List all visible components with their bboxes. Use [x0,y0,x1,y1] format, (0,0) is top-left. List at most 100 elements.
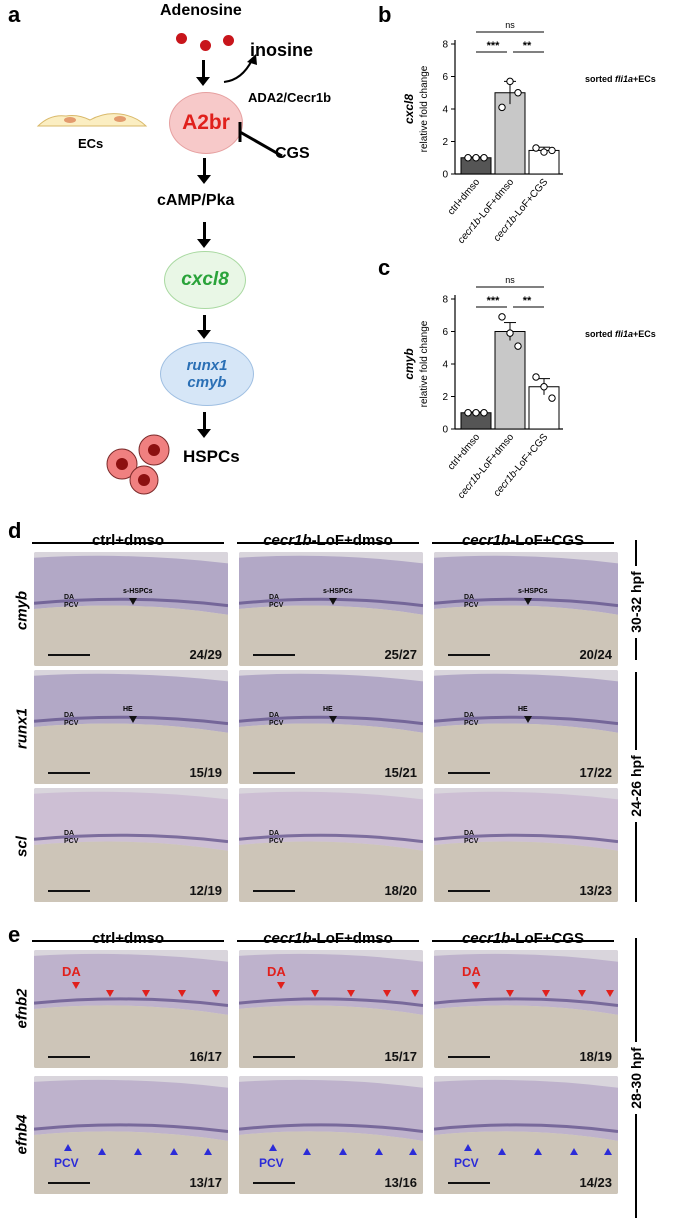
sig-2: ** [523,40,532,52]
vessel [239,997,423,1007]
curved-arrow-icon [223,54,257,83]
panel-label-d: d [8,518,22,543]
marker-label: HE [323,706,333,713]
arrow-2 [197,158,211,184]
y-tick-label: 2 [442,392,448,403]
column-header: cecr1b-LoF+CGS [428,532,618,549]
y-label: relative fold change [419,320,430,407]
y-label: relative fold change [419,65,430,152]
yolk [434,1131,618,1194]
cmyb-label: cmyb [187,374,227,391]
embryo-panel: PCV 13/16 [239,1076,423,1194]
row-label: scl [13,836,31,857]
marker-label: PCV [54,1156,79,1170]
embryo-count: 24/29 [189,647,222,662]
scale-bar [48,1056,90,1058]
scale-bar [448,1056,490,1058]
da-arrow [106,990,114,997]
da-arrow [506,990,514,997]
anat-da: DA [64,594,75,601]
gene-prefix: cecr1b [263,930,312,947]
scale-bar [48,1182,90,1184]
y-tick-label: 4 [442,360,448,371]
anat-da: DA [269,830,280,837]
embryo-count: 15/19 [189,765,222,780]
data-point [464,154,472,162]
header-rule [432,940,614,942]
data-point [506,329,514,337]
embryo-panel: PCV 14/23 [434,1076,618,1194]
marker-arrow [524,598,532,605]
yolk [434,841,618,902]
chart-note: sorted fli1a+ECs [585,74,656,84]
pcv-arrow [269,1144,277,1151]
vessel [34,833,228,844]
da-arrow [606,990,614,997]
da-arrow [72,982,80,989]
anat-pcv: PCV [464,720,479,727]
embryo-count: 17/22 [579,765,612,780]
data-point [472,409,480,417]
vessel [239,833,423,844]
adenosine-label: Adenosine [160,2,242,19]
anat-pcv: PCV [64,602,79,609]
pcv-arrow [464,1144,472,1151]
marker-label: PCV [454,1156,479,1170]
adenosine-dot-1 [176,33,187,44]
vessel [239,1123,423,1133]
header-rule [32,940,224,942]
category-label: ctrl+dmso [446,177,483,218]
runx1-cmyb-node: runx1 cmyb [160,342,254,406]
embryo-panel: DA 18/19 [434,950,618,1068]
anat-pcv: PCV [269,602,284,609]
data-point [498,103,506,112]
anat-da: DA [464,830,475,837]
yolk [434,605,618,666]
stage-label: 28-30 hpf [628,1042,644,1114]
embryo-count: 20/24 [579,647,612,662]
anatomy-label: DA PCV [64,594,78,610]
arrow-3 [197,222,211,248]
embryo-image [34,788,228,902]
scale-bar [253,890,295,892]
scale-bar [253,772,295,774]
cxcl8-node: cxcl8 [164,251,246,309]
inosine-label: inosine [250,40,314,60]
embryo-image [239,950,423,1068]
da-arrow [277,982,285,989]
embryo-panel: DA PCV 12/19 [34,788,228,902]
yolk [434,723,618,784]
embryo-count: 13/16 [384,1175,417,1190]
pcv-arrow [604,1148,612,1155]
column-header: ctrl+dmso [28,930,228,947]
yolk [239,605,423,666]
y-tick-label: 6 [442,327,448,338]
anatomy-label: DA PCV [64,830,78,846]
data-point [498,313,506,321]
anat-pcv: PCV [269,838,284,845]
panel-label-b: b [378,2,392,27]
embryo-panel: DA PCV s-HSPCs 24/29 [34,552,228,666]
yolk [239,1131,423,1194]
arrow-4 [197,315,211,339]
gene-prefix: cecr1b [461,930,511,947]
sig-1: *** [487,40,501,52]
column-header-label: cecr1b-LoF+dmso [259,532,397,549]
embryo-image [34,950,228,1068]
embryo-panel: DA PCV 13/23 [434,788,618,902]
pcv-arrow [303,1148,311,1155]
data-point [532,144,540,152]
marker-label: DA [462,964,481,979]
vessel [434,1123,618,1133]
hspcs-icon [106,434,170,495]
trunk [434,673,618,733]
scale-bar [253,654,295,656]
yolk [34,605,228,666]
pcv-arrow [339,1148,347,1155]
anat-da: DA [464,594,475,601]
data-point [532,373,540,381]
column-header: cecr1b-LoF+dmso [233,532,423,549]
sig-ns: ns [505,275,515,285]
pcv-arrow [170,1148,178,1155]
camp-label: cAMP/Pka [157,192,235,209]
